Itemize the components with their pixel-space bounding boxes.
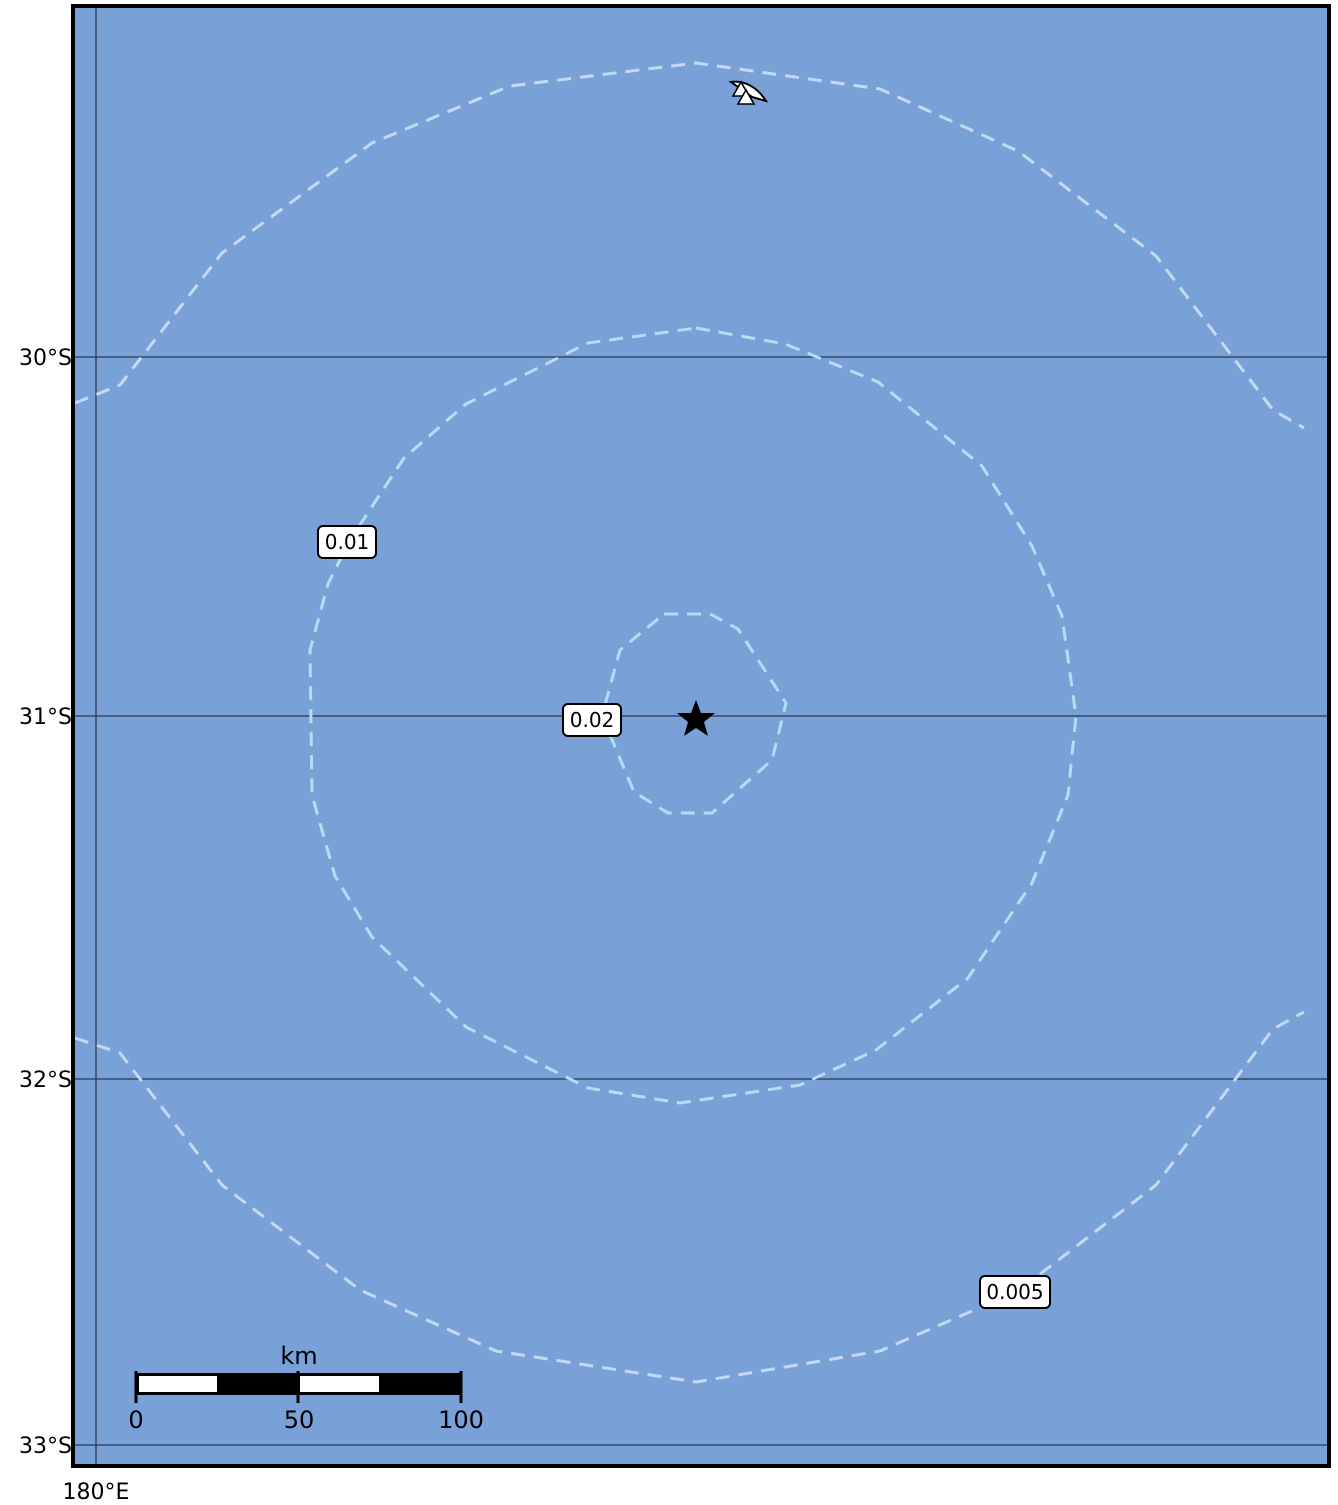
contour-label-text: 0.02 xyxy=(570,708,615,732)
lat-label-30s: 30°S xyxy=(19,346,72,371)
scale-bar-unit: km xyxy=(280,1342,317,1370)
scale-bar-tick-label: 100 xyxy=(438,1406,484,1434)
contour-label-text: 0.01 xyxy=(325,530,370,554)
contour-label-0.005: 0.005 xyxy=(979,1275,1051,1309)
scale-bar-tick-label: 50 xyxy=(284,1406,315,1434)
contour-0.02 xyxy=(600,612,788,815)
star-icon xyxy=(677,700,715,736)
triangle-station-icon xyxy=(728,80,769,105)
scale-bar: km 0 50 100 xyxy=(128,1342,484,1434)
lat-label-31s: 31°S xyxy=(19,705,72,730)
contour-label-0.01: 0.01 xyxy=(317,525,377,559)
lat-label-32s: 32°S xyxy=(19,1068,72,1093)
map-frame xyxy=(71,4,1331,1468)
contour-0.005-south xyxy=(74,1010,1305,1384)
contour-label-0.02: 0.02 xyxy=(562,703,622,737)
contour-0.005-north xyxy=(74,61,1305,430)
contour-label-text: 0.005 xyxy=(986,1280,1043,1304)
ocean-area xyxy=(73,6,1329,1466)
lat-label-33s: 33°S xyxy=(19,1434,72,1459)
lon-label-180e: 180°E xyxy=(63,1480,130,1505)
scale-bar-tick-label: 0 xyxy=(128,1406,143,1434)
